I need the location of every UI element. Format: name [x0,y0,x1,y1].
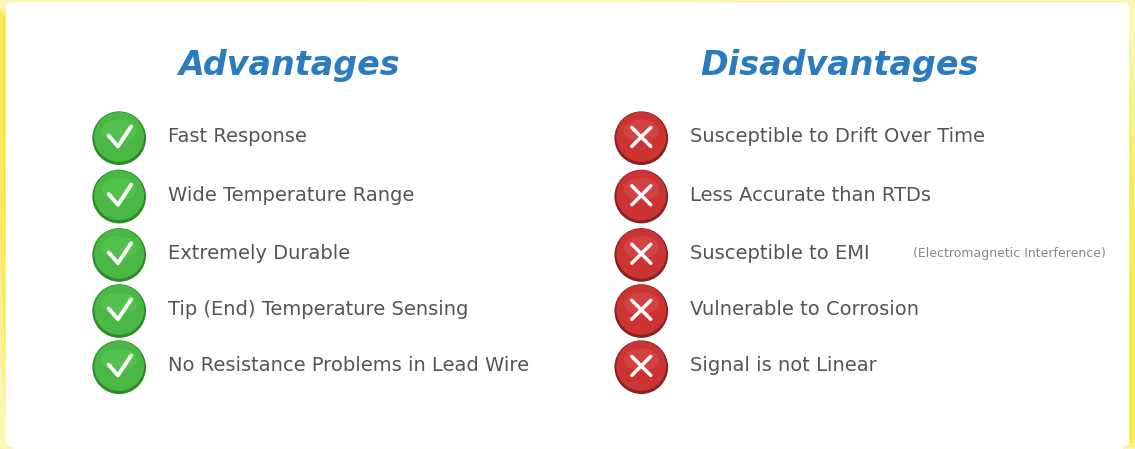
Ellipse shape [102,292,136,315]
Ellipse shape [94,285,144,335]
Text: Advantages: Advantages [178,48,401,82]
Ellipse shape [614,284,669,338]
Text: Susceptible to EMI: Susceptible to EMI [690,244,869,263]
Text: Signal is not Linear: Signal is not Linear [690,357,877,375]
Ellipse shape [616,229,666,279]
Ellipse shape [92,170,146,224]
Ellipse shape [616,341,666,391]
Text: Extremely Durable: Extremely Durable [168,244,351,263]
Text: Disadvantages: Disadvantages [700,48,980,82]
Ellipse shape [92,284,146,338]
Ellipse shape [624,236,658,259]
Ellipse shape [624,348,658,371]
Ellipse shape [94,229,144,279]
Ellipse shape [92,111,146,165]
Text: (Electromagnetic Interference): (Electromagnetic Interference) [913,247,1105,260]
Ellipse shape [94,112,144,162]
Text: Tip (End) Temperature Sensing: Tip (End) Temperature Sensing [168,300,469,319]
Text: Vulnerable to Corrosion: Vulnerable to Corrosion [690,300,919,319]
Ellipse shape [614,340,669,394]
Text: No Resistance Problems in Lead Wire: No Resistance Problems in Lead Wire [168,357,529,375]
Text: Wide Temperature Range: Wide Temperature Range [168,186,414,205]
Ellipse shape [624,292,658,315]
Ellipse shape [102,236,136,259]
Ellipse shape [616,285,666,335]
Ellipse shape [624,178,658,200]
Ellipse shape [94,170,144,220]
Ellipse shape [102,348,136,371]
Ellipse shape [614,170,669,224]
FancyBboxPatch shape [6,2,1129,447]
Ellipse shape [624,119,658,142]
Ellipse shape [614,228,669,282]
Ellipse shape [92,340,146,394]
Ellipse shape [92,228,146,282]
Text: Susceptible to Drift Over Time: Susceptible to Drift Over Time [690,128,985,146]
Text: Fast Response: Fast Response [168,128,306,146]
Ellipse shape [102,178,136,200]
Ellipse shape [616,112,666,162]
Ellipse shape [614,111,669,165]
Ellipse shape [616,170,666,220]
Ellipse shape [102,119,136,142]
Ellipse shape [94,341,144,391]
Text: Less Accurate than RTDs: Less Accurate than RTDs [690,186,931,205]
